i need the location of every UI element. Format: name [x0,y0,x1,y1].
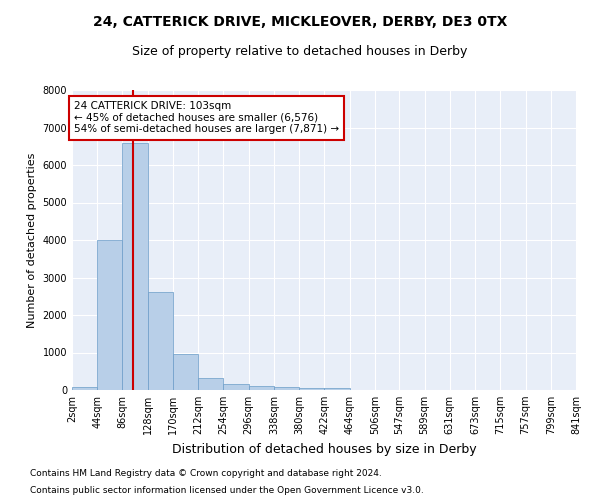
Bar [325,388,350,390]
Bar [274,387,299,390]
Text: Contains HM Land Registry data © Crown copyright and database right 2024.: Contains HM Land Registry data © Crown c… [30,468,382,477]
Bar [173,354,198,390]
X-axis label: Distribution of detached houses by size in Derby: Distribution of detached houses by size … [172,442,476,456]
Text: Contains public sector information licensed under the Open Government Licence v3: Contains public sector information licen… [30,486,424,495]
Text: 24 CATTERICK DRIVE: 103sqm
← 45% of detached houses are smaller (6,576)
54% of s: 24 CATTERICK DRIVE: 103sqm ← 45% of deta… [74,101,339,134]
Bar [299,388,325,390]
Bar [72,386,97,390]
Text: 24, CATTERICK DRIVE, MICKLEOVER, DERBY, DE3 0TX: 24, CATTERICK DRIVE, MICKLEOVER, DERBY, … [93,15,507,29]
Bar [148,292,173,390]
Bar [122,144,148,390]
Text: Size of property relative to detached houses in Derby: Size of property relative to detached ho… [133,45,467,58]
Bar [198,378,223,390]
Bar [97,240,122,390]
Y-axis label: Number of detached properties: Number of detached properties [27,152,37,328]
Bar [248,386,274,390]
Bar [223,384,248,390]
